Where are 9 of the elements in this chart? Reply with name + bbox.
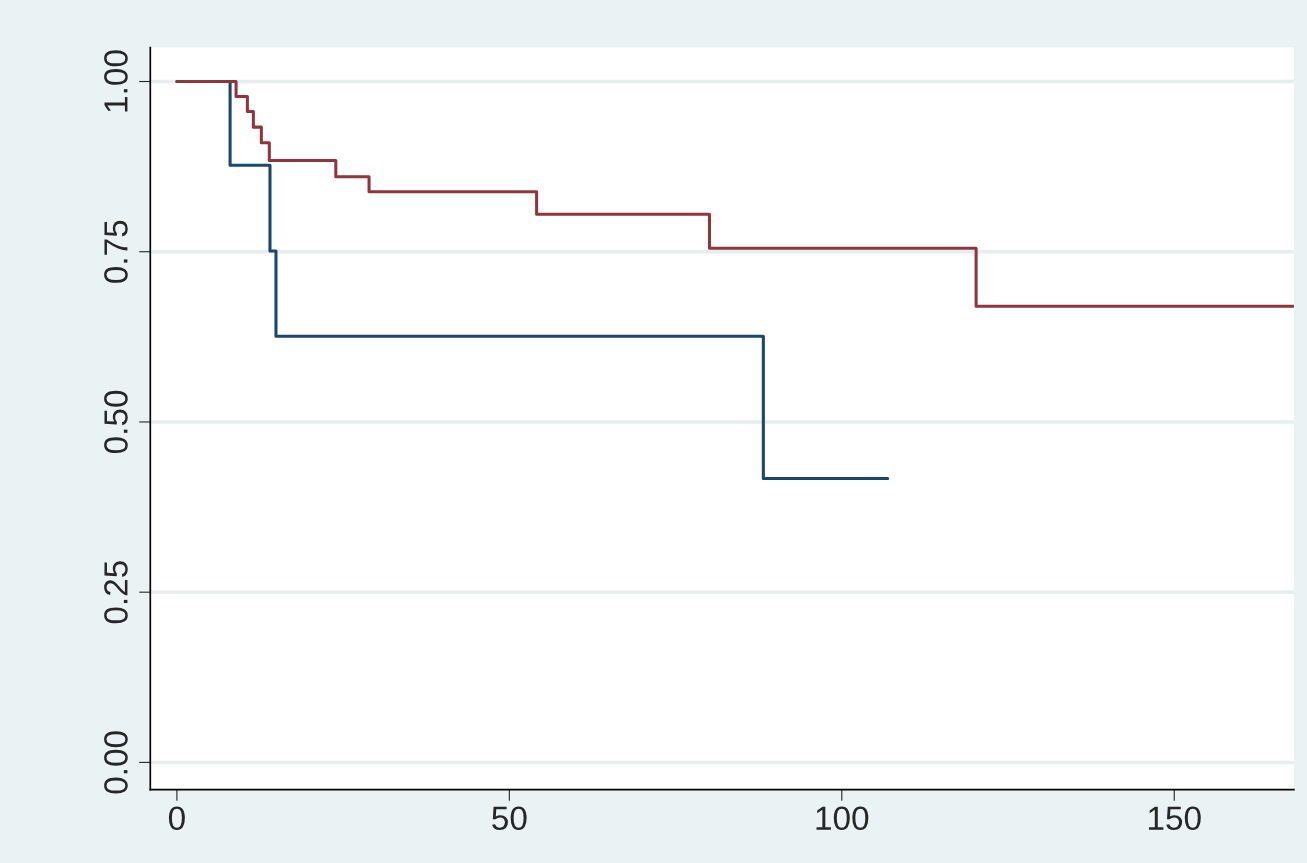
- x-tick-label: 0: [168, 806, 185, 831]
- y-tick-label: 0.75: [104, 220, 128, 283]
- x-tick-label: 150: [1148, 806, 1201, 831]
- y-tick-label: 0.50: [104, 390, 128, 454]
- y-tick-label: 0.00: [104, 731, 128, 794]
- x-tick-label: 100: [816, 806, 869, 831]
- y-tick-label: 1.00: [104, 50, 128, 112]
- y-tick-label: 0.25: [104, 561, 128, 624]
- x-tick-label: 50: [492, 806, 527, 831]
